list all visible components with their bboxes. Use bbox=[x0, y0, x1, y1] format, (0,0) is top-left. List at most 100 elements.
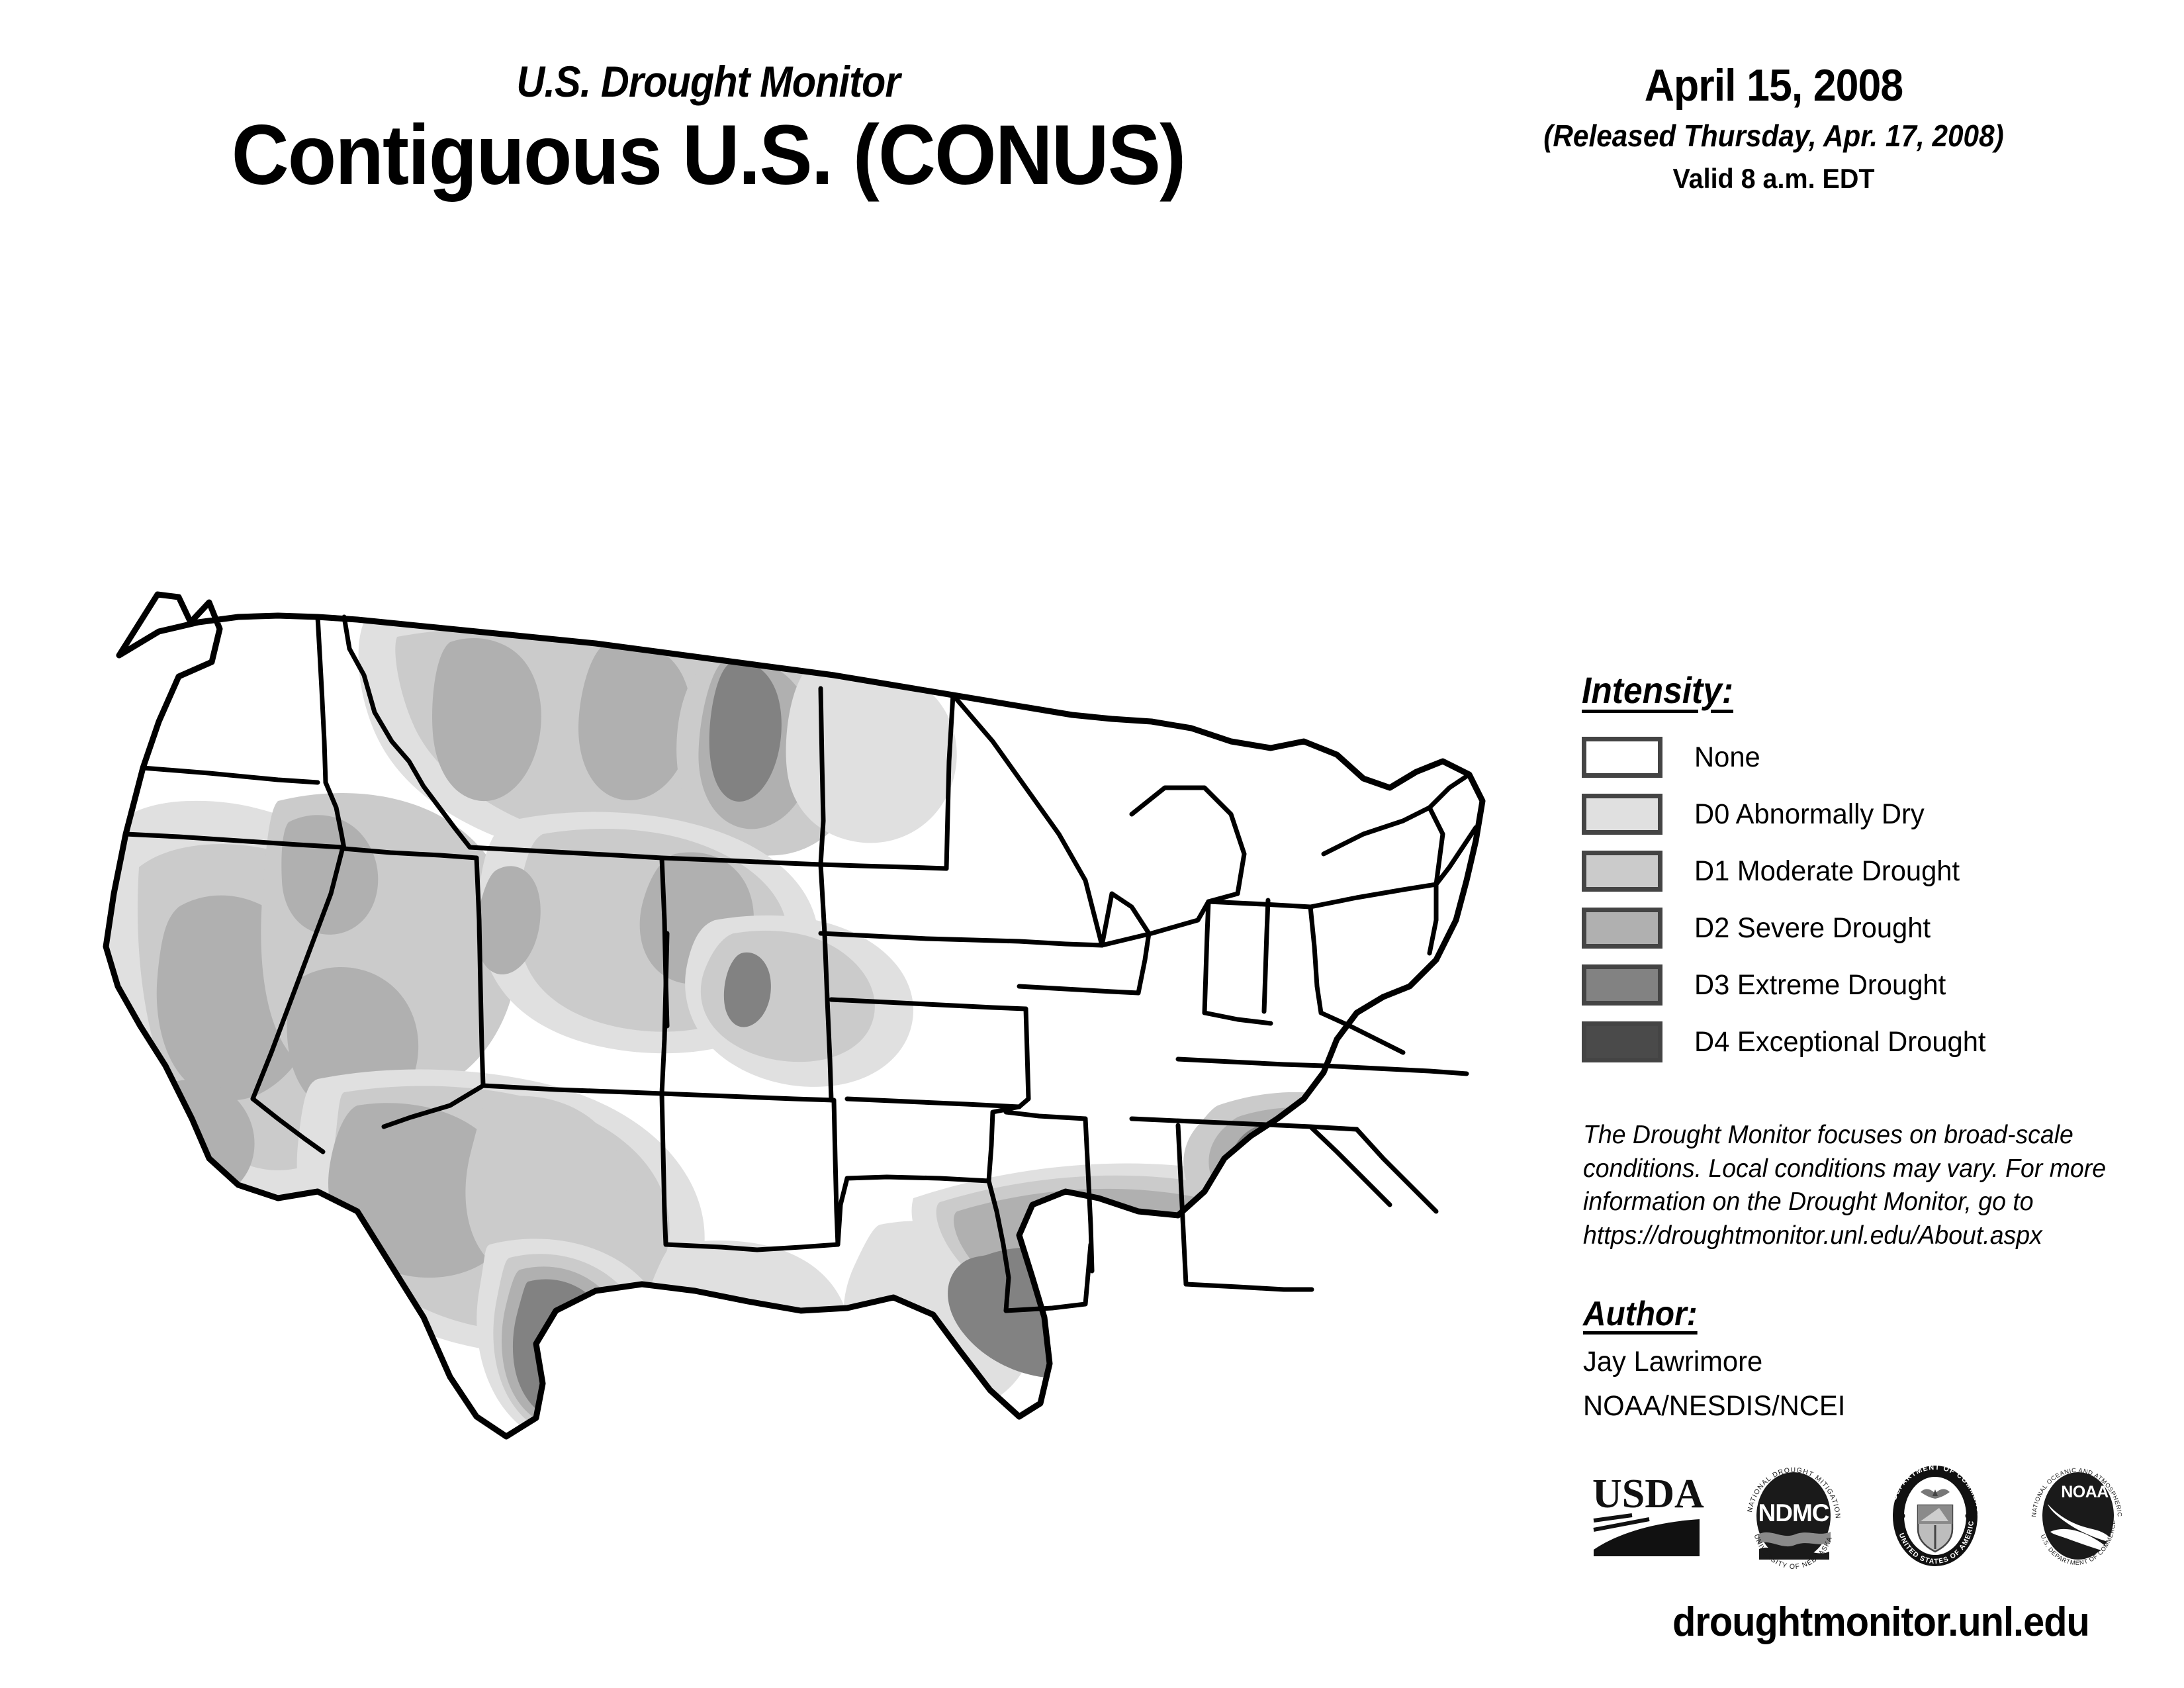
border-oh-pa-wv bbox=[1308, 904, 1324, 1015]
border-nm-mexico bbox=[663, 1242, 760, 1252]
border-mn-ia bbox=[970, 937, 1105, 948]
legend-swatch-none bbox=[1582, 737, 1662, 778]
border-or-ca bbox=[123, 831, 345, 850]
valid-date: April 15, 2008 bbox=[1644, 60, 1903, 111]
border-in-oh bbox=[1261, 898, 1271, 1014]
conus-map-svg[interactable] bbox=[79, 523, 1542, 1489]
author-affiliation: NOAA/NESDIS/NCEI bbox=[1583, 1390, 1846, 1422]
legend-swatch-d2 bbox=[1582, 908, 1662, 949]
border-ia-mo bbox=[1017, 984, 1141, 996]
border-ca-az bbox=[250, 1096, 326, 1154]
border-la-ms bbox=[1003, 1242, 1093, 1313]
border-nd-sd bbox=[818, 862, 949, 871]
border-sd-ne bbox=[818, 931, 976, 943]
footer-url[interactable]: droughtmonitor.unl.edu bbox=[1672, 1599, 2090, 1645]
legend-label-none: None bbox=[1694, 741, 1760, 773]
border-va-wv-md bbox=[1318, 1010, 1406, 1055]
disclaimer-text: The Drought Monitor focuses on broad-sca… bbox=[1583, 1121, 2107, 1250]
date-block: April 15, 2008 (Released Thursday, Apr. … bbox=[1403, 60, 2144, 195]
border-nc-sc bbox=[1354, 1127, 1439, 1214]
drought-area-d3-nd bbox=[709, 661, 782, 802]
border-tn-ms-al-ga bbox=[1129, 1116, 1359, 1132]
border-al-ga bbox=[1175, 1123, 1189, 1287]
legend-label-d2: D2 Severe Drought bbox=[1694, 912, 1931, 944]
legend-item-d0[interactable]: D0 Abnormally Dry bbox=[1582, 786, 2151, 843]
border-tx-ok bbox=[835, 1174, 991, 1247]
ndmc-logo-text: NDMC bbox=[1758, 1499, 1829, 1526]
legend-item-none[interactable]: None bbox=[1582, 729, 2151, 786]
drought-area-d2-id bbox=[476, 866, 541, 975]
noaa-logo-text: NOAA bbox=[2061, 1483, 2109, 1501]
border-ny-outline bbox=[1321, 805, 1445, 887]
border-wi-il bbox=[1099, 899, 1211, 948]
drought-map[interactable] bbox=[79, 523, 1542, 1489]
noaa-logo: NOAA NATIONAL OCEANIC AND ATMOSPHERIC AD… bbox=[2021, 1460, 2122, 1566]
legend-swatch-d4 bbox=[1582, 1021, 1662, 1062]
title-block: U.S. Drought Monitor Contiguous U.S. (CO… bbox=[126, 60, 1291, 200]
conus-outline bbox=[103, 591, 1486, 1440]
usda-logo-text: USDA bbox=[1592, 1472, 1704, 1517]
release-date: (Released Thursday, Apr. 17, 2008) bbox=[1543, 118, 2004, 153]
author-name: Jay Lawrimore bbox=[1583, 1346, 1763, 1378]
legend-item-d3[interactable]: D3 Extreme Drought bbox=[1582, 957, 2151, 1013]
page-title: Contiguous U.S. (CONUS) bbox=[231, 108, 1186, 203]
border-wa-id bbox=[315, 614, 328, 785]
logo-row: USDA NDMC NATIONAL DROUGHT MITIGATION CE… bbox=[1588, 1456, 2171, 1575]
border-ia-il bbox=[1099, 891, 1152, 996]
legend-swatch-d3 bbox=[1582, 964, 1662, 1006]
border-mi-oh-in bbox=[1206, 899, 1313, 910]
legend-item-d1[interactable]: D1 Moderate Drought bbox=[1582, 843, 2151, 900]
border-il-ky bbox=[1202, 1010, 1273, 1026]
legend-swatch-d1 bbox=[1582, 851, 1662, 892]
border-ok-ar bbox=[986, 1104, 1022, 1184]
border-ky-tn bbox=[1175, 1056, 1326, 1068]
legend-item-d2[interactable]: D2 Severe Drought bbox=[1582, 900, 2151, 957]
border-il-in bbox=[1202, 899, 1211, 1015]
drought-area-d2-mt2 bbox=[578, 640, 692, 800]
border-co-ut bbox=[659, 931, 670, 1096]
drought-area-d0-nd-e bbox=[786, 660, 957, 843]
border-new-england bbox=[1427, 772, 1472, 810]
valid-time: Valid 8 a.m. EDT bbox=[1672, 163, 1875, 194]
author-title: Author: bbox=[1583, 1295, 1698, 1333]
drought-area-d1-tx-w bbox=[465, 1096, 627, 1285]
border-ut-az-nm bbox=[480, 1083, 664, 1096]
border-or-id bbox=[323, 780, 347, 851]
usda-logo: USDA bbox=[1592, 1472, 1704, 1556]
border-ga-sc-nc bbox=[1308, 1124, 1392, 1207]
legend-title: Intensity: bbox=[1582, 669, 1734, 711]
border-wa-or bbox=[140, 765, 320, 785]
border-ne-states bbox=[1433, 825, 1479, 887]
state-borders bbox=[103, 591, 1486, 1440]
legend-label-d1: D1 Moderate Drought bbox=[1694, 855, 1960, 887]
border-nc-va bbox=[1321, 1063, 1469, 1076]
border-mt-wy bbox=[467, 845, 664, 861]
border-mt-nd bbox=[818, 686, 826, 867]
border-id-mt bbox=[341, 614, 473, 850]
border-ne-ks bbox=[829, 997, 1028, 1011]
supertitle: U.S. Drought Monitor bbox=[516, 57, 900, 106]
drought-area-d3-ne bbox=[723, 952, 771, 1027]
border-ar-ms-tn bbox=[1003, 1109, 1088, 1121]
author-block: Author: Jay Lawrimore NOAA/NESDIS/NCEI bbox=[1583, 1294, 2152, 1423]
border-mn-wi bbox=[950, 692, 1105, 948]
border-co-nm bbox=[659, 1091, 837, 1103]
legend-label-d4: D4 Exceptional Drought bbox=[1694, 1025, 1986, 1058]
border-id-nv-ut bbox=[341, 846, 479, 861]
legend-label-d3: D3 Extreme Drought bbox=[1694, 968, 1946, 1001]
legend-swatch-d0 bbox=[1582, 794, 1662, 835]
border-ok-ks bbox=[844, 1096, 1022, 1109]
border-co-ks-ne bbox=[818, 862, 834, 1103]
header: U.S. Drought Monitor Contiguous U.S. (CO… bbox=[0, 0, 2184, 265]
border-ga-fl bbox=[1183, 1282, 1314, 1292]
border-nd-mn bbox=[944, 692, 956, 871]
drought-area-d2-mt1 bbox=[432, 637, 541, 802]
border-az-nm bbox=[659, 1091, 668, 1247]
legend-label-d0: D0 Abnormally Dry bbox=[1694, 798, 1925, 830]
ndmc-logo: NDMC NATIONAL DROUGHT MITIGATION CENTER … bbox=[1738, 1460, 1841, 1571]
border-mi-outline bbox=[1129, 785, 1247, 904]
border-ks-mo bbox=[1017, 1006, 1031, 1109]
legend-item-d4[interactable]: D4 Exceptional Drought bbox=[1582, 1013, 2151, 1070]
drought-area-d2-nm bbox=[328, 1103, 517, 1278]
border-tx-la bbox=[986, 1178, 1011, 1313]
